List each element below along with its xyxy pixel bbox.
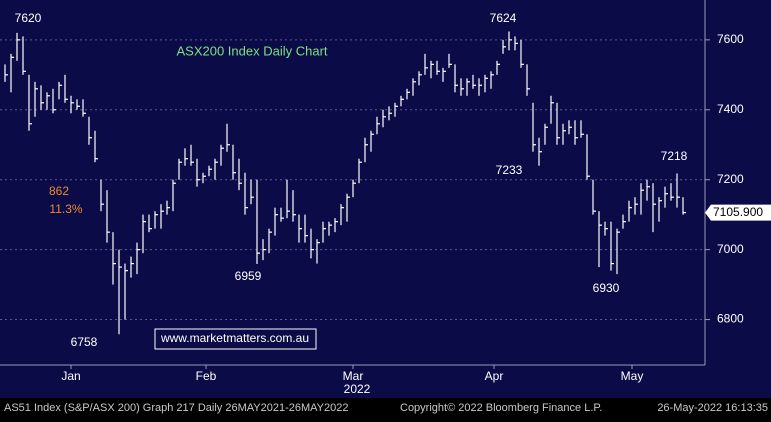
year-label: 2022 xyxy=(344,382,371,396)
annotation: 11.3% xyxy=(49,202,82,216)
footer-text: Copyright© 2022 Bloomberg Finance L.P. xyxy=(400,402,602,414)
x-tick-label: Jan xyxy=(61,369,80,383)
watermark-box xyxy=(154,328,317,350)
background xyxy=(0,0,771,398)
footer-text: 26-May-2022 16:13:35 xyxy=(657,402,768,414)
x-tick-label: Mar xyxy=(343,369,364,383)
y-tick-label: 6800 xyxy=(717,312,744,326)
price-pointer xyxy=(705,204,771,221)
last-price-label: 7105.900 xyxy=(713,205,763,219)
y-tick-label: 7200 xyxy=(717,172,744,186)
x-tick-label: May xyxy=(621,369,644,383)
footer-text: AS51 Index (S&P/ASX 200) Graph 217 Daily… xyxy=(4,402,348,414)
watermark: www.marketmatters.com.au xyxy=(160,331,309,345)
y-tick-label: 7600 xyxy=(717,32,744,46)
annotation: 6758 xyxy=(71,335,98,349)
annotation: 7233 xyxy=(496,163,523,177)
annotation: 7218 xyxy=(661,149,688,163)
annotation: 6959 xyxy=(235,269,262,283)
y-tick-label: 7400 xyxy=(717,102,744,116)
chart-title: ASX200 Index Daily Chart xyxy=(176,43,327,58)
y-tick-label: 7000 xyxy=(717,242,744,256)
x-tick-label: Feb xyxy=(196,369,217,383)
annotation: 7624 xyxy=(490,11,517,25)
annotation: 862 xyxy=(49,184,69,198)
annotation: 6930 xyxy=(593,281,620,295)
annotation: 7620 xyxy=(15,11,42,25)
footer-bar xyxy=(0,398,771,417)
x-tick-label: Apr xyxy=(485,369,504,383)
